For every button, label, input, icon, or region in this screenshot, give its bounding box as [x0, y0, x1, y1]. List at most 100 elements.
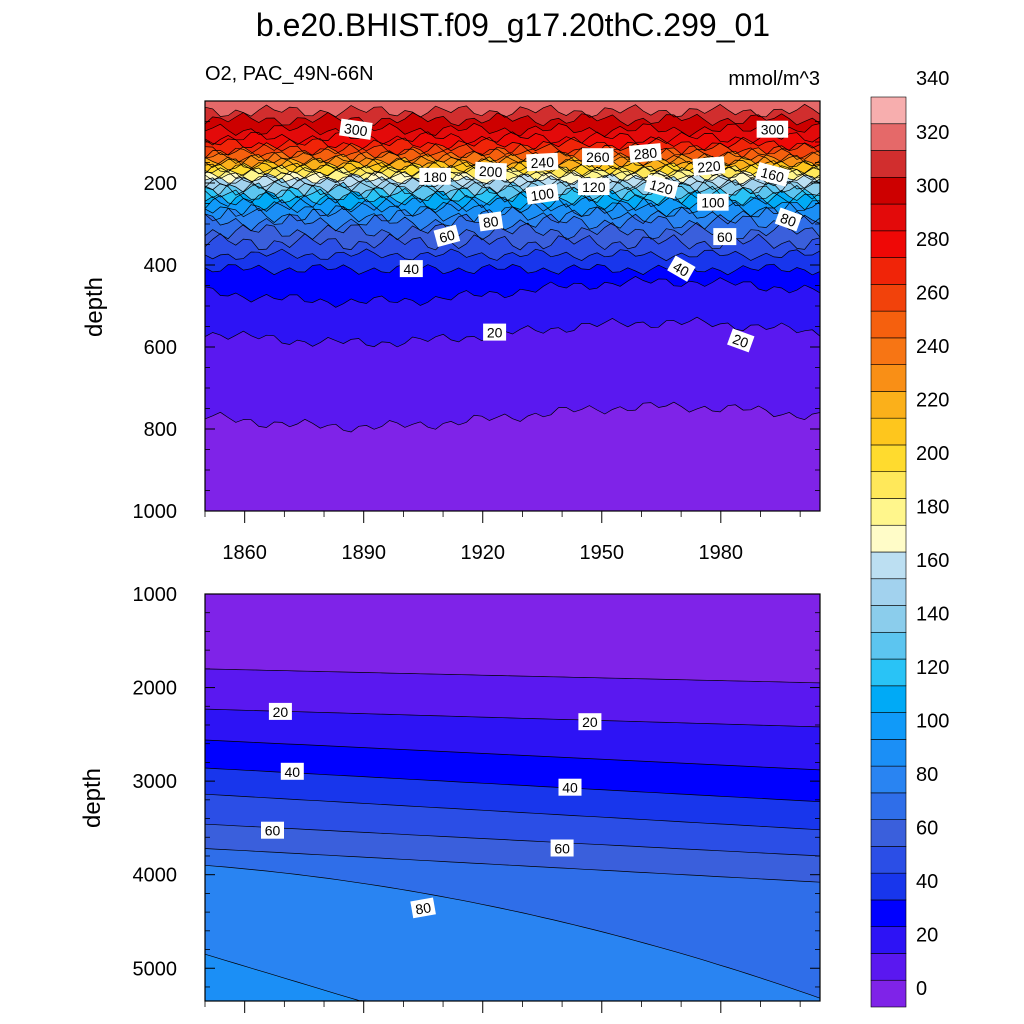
contour-label-text: 280: [633, 144, 658, 162]
colorbar-label: 200: [916, 443, 949, 465]
colorbar-label: 120: [916, 657, 949, 679]
upper-contour-line: [204, 166, 821, 181]
colorbar-swatch: [870, 524, 907, 553]
colorbar-label: 100: [916, 711, 949, 733]
colorbar-swatch: [870, 417, 907, 446]
contour-label-box: [419, 167, 451, 185]
colorbar-label: 320: [916, 122, 949, 144]
contour-label-text: 40: [404, 261, 420, 277]
contour-label-box: [727, 328, 755, 353]
colorbar-swatch: [870, 631, 907, 660]
upper-fill-band: [205, 402, 820, 511]
colorbar-label: 160: [916, 550, 949, 572]
contour-label-box: [433, 224, 461, 248]
colorbar-swatch: [870, 284, 907, 312]
upper-contour-line: [204, 131, 821, 146]
colorbar-swatch: [870, 310, 907, 339]
upper-contour-label: 40: [399, 260, 423, 278]
lower-fill-band: [205, 865, 820, 1001]
upper-ytick-label: 1000: [133, 501, 178, 523]
upper-xtick-label: 1890: [341, 542, 386, 564]
lower-contour-line: [204, 793, 821, 831]
upper-contour-label: 280: [628, 143, 662, 163]
contour-label-box: [582, 148, 614, 166]
contour-label-box: [399, 260, 423, 278]
colorbar-swatch: [870, 685, 907, 713]
contour-label-text: 100: [530, 185, 556, 204]
contour-label-box: [474, 161, 507, 181]
contour-label-text: 40: [285, 764, 301, 780]
contour-label-box: [410, 897, 436, 919]
contour-label-text: 20: [731, 331, 751, 351]
contour-label-box: [692, 156, 726, 176]
contour-label-box: [339, 118, 373, 140]
contour-label-box: [628, 143, 662, 163]
contour-label-box: [667, 255, 696, 282]
upper-contour-label: 300: [339, 118, 373, 140]
upper-contour-line: [204, 172, 821, 188]
upper-contour-label: 60: [713, 228, 737, 246]
colorbar-swatch: [870, 391, 907, 419]
colorbar-label: 340: [916, 68, 949, 90]
contour-label-box: [525, 183, 560, 205]
colorbar-label: 20: [916, 925, 938, 947]
figure-title: b.e20.BHIST.f09_g17.20thC.299_01: [256, 7, 770, 43]
upper-panel: 300 180 200 240 260 280 220 300 160 100 120 120 100 8…: [133, 100, 821, 564]
lower-contour-line: [204, 823, 821, 857]
upper-contour-line: [204, 206, 821, 225]
contour-label-box: [774, 207, 803, 232]
upper-contour-label: 80: [478, 211, 504, 232]
lower-panel: 20 20 40 40 60 60 80 1000 2000 3000 4000 5000: [133, 584, 821, 1013]
upper-contour-line: [204, 213, 821, 232]
contour-label-text: 200: [479, 163, 503, 180]
contour-label-text: 60: [554, 841, 570, 857]
lower-contour-label: 80: [410, 897, 436, 919]
colorbar-label: 0: [916, 978, 927, 1000]
colorbar-label: 80: [916, 764, 938, 786]
contour-label-text: 60: [717, 229, 733, 245]
upper-contour-label: 120: [578, 178, 610, 196]
contour-label-text: 220: [697, 158, 722, 176]
upper-contour-label: 120: [644, 174, 679, 199]
colorbar-swatch: [870, 96, 907, 125]
colorbar-swatch: [870, 498, 907, 526]
upper-xtick-label: 1860: [222, 542, 267, 564]
colorbar-swatch: [870, 605, 907, 633]
contour-label-box: [483, 323, 507, 341]
upper-contour-line: [204, 316, 821, 348]
colorbar-swatch: [870, 444, 907, 473]
colorbar-swatch: [870, 926, 907, 954]
upper-ylabel: depth: [81, 277, 108, 337]
colorbar-swatch: [870, 471, 907, 499]
colorbar-swatch: [870, 658, 907, 687]
upper-contour-line: [204, 103, 821, 118]
colorbar-swatch: [870, 819, 907, 847]
colorbar-swatch: [870, 765, 907, 794]
contour-label-text: 60: [265, 823, 281, 839]
upper-contour-line: [204, 112, 821, 127]
lower-contour-label: 40: [280, 762, 304, 780]
colorbar-swatch: [870, 872, 907, 901]
upper-contour-line: [204, 122, 821, 138]
upper-xtick-label: 1950: [580, 542, 625, 564]
upper-contour-line: [204, 136, 821, 152]
contour-label-text: 300: [761, 122, 785, 138]
upper-contour-line: [204, 177, 821, 196]
upper-contour-label: 220: [692, 156, 726, 176]
colorbar-swatch: [870, 712, 907, 740]
lower-ytick-label: 1000: [133, 584, 178, 606]
upper-contour-label: 180: [419, 167, 451, 185]
contour-label-text: 80: [414, 899, 432, 917]
lower-ytick-label: 4000: [133, 865, 178, 887]
upper-contour-label: 20: [727, 328, 755, 353]
colorbar-swatch: [870, 337, 907, 365]
upper-contour-line: [204, 401, 821, 433]
upper-ytick-label: 200: [144, 173, 177, 195]
lower-ytick-label: 3000: [133, 771, 178, 793]
lower-plot-frame: [204, 593, 821, 1002]
upper-contour-label: 240: [526, 152, 559, 172]
contour-label-text: 100: [701, 195, 725, 211]
contour-label-text: 180: [423, 169, 447, 185]
lower-contour-label: 40: [558, 778, 582, 796]
colorbar-swatch: [870, 203, 907, 232]
